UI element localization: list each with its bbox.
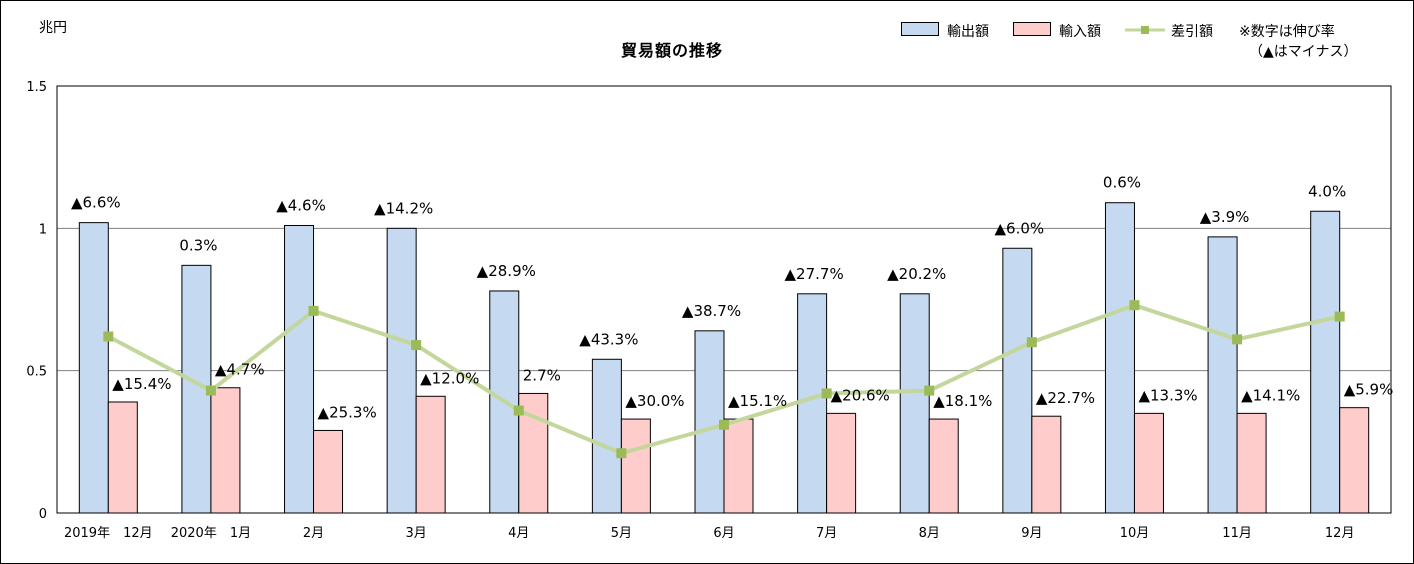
legend-note-growth: ※数字は伸び率 bbox=[1239, 24, 1335, 40]
bar-imports bbox=[313, 429, 344, 514]
data-label-imports: ▲22.7% bbox=[1036, 389, 1095, 407]
bar-imports bbox=[107, 401, 138, 514]
data-label-imports: ▲30.0% bbox=[625, 392, 684, 410]
data-label-exports: ▲43.3% bbox=[579, 330, 638, 348]
marker-balance bbox=[719, 419, 729, 430]
x-tick-label: 9月 bbox=[1021, 526, 1042, 541]
legend-label-balance: 差引額 bbox=[1171, 24, 1213, 40]
data-label-exports: ▲14.2% bbox=[374, 199, 433, 217]
legend-label-exports: 輸出額 bbox=[947, 24, 989, 40]
legend-label-imports: 輸入額 bbox=[1059, 24, 1101, 40]
data-label-imports: ▲4.7% bbox=[215, 361, 265, 379]
marker-balance bbox=[513, 405, 524, 416]
bar-imports bbox=[1031, 415, 1062, 514]
data-label-exports: 0.3% bbox=[179, 236, 217, 254]
y-unit-label: 兆円 bbox=[39, 20, 67, 36]
y-tick-label: 1 bbox=[39, 222, 47, 237]
marker-balance bbox=[103, 331, 114, 342]
data-label-imports: ▲12.0% bbox=[420, 369, 479, 387]
legend-swatch-imports bbox=[1013, 22, 1051, 36]
bar-exports bbox=[1002, 247, 1033, 514]
data-label-imports: ▲25.3% bbox=[318, 403, 377, 421]
x-tick-label: 5月 bbox=[611, 526, 632, 541]
bar-exports bbox=[899, 293, 930, 514]
data-label-exports: ▲38.7% bbox=[682, 302, 741, 320]
marker-balance bbox=[1026, 337, 1037, 348]
legend-note-minus: （▲はマイナス） bbox=[1249, 44, 1358, 60]
data-label-exports: 0.6% bbox=[1103, 174, 1141, 192]
data-label-exports: ▲27.7% bbox=[785, 265, 844, 283]
marker-balance bbox=[1129, 300, 1140, 311]
data-label-exports: ▲20.2% bbox=[887, 265, 946, 283]
x-tick-label: 2月 bbox=[303, 526, 324, 541]
bar-exports bbox=[797, 293, 828, 514]
data-label-imports: ▲5.9% bbox=[1344, 381, 1394, 399]
bar-imports bbox=[1133, 412, 1164, 514]
marker-balance bbox=[924, 385, 935, 396]
legend-swatch-balance bbox=[1125, 26, 1165, 34]
chart-title: 貿易額の推移 bbox=[621, 41, 724, 60]
y-tick-label: 0.5 bbox=[26, 365, 47, 380]
data-label-imports: ▲18.1% bbox=[933, 392, 992, 410]
x-tick-label: 12月 bbox=[1325, 526, 1355, 541]
bar-imports bbox=[620, 418, 651, 514]
bar-exports bbox=[78, 222, 109, 514]
marker-balance bbox=[821, 388, 832, 399]
marker-balance bbox=[1334, 311, 1345, 322]
bar-exports bbox=[284, 224, 315, 514]
bar-exports bbox=[386, 227, 417, 514]
x-tick-label: 2020年 1月 bbox=[171, 526, 251, 541]
x-tick-label: 10月 bbox=[1120, 526, 1150, 541]
bar-imports bbox=[928, 418, 959, 514]
bar-exports bbox=[591, 358, 622, 514]
data-label-imports: ▲15.4% bbox=[112, 375, 171, 393]
bar-imports bbox=[1339, 407, 1370, 514]
y-tick-label: 0 bbox=[39, 507, 47, 522]
marker-balance bbox=[308, 305, 319, 316]
bar-exports bbox=[1104, 202, 1135, 514]
marker-balance bbox=[411, 340, 422, 351]
x-tick-label: 2019年 12月 bbox=[64, 526, 153, 541]
bar-imports bbox=[415, 395, 446, 514]
data-label-exports: ▲4.6% bbox=[276, 196, 326, 214]
x-tick-label: 4月 bbox=[508, 526, 529, 541]
data-label-exports: 4.0% bbox=[1308, 182, 1346, 200]
data-label-imports: ▲13.3% bbox=[1138, 386, 1197, 404]
x-tick-label: 8月 bbox=[919, 526, 940, 541]
data-label-exports: ▲28.9% bbox=[477, 262, 536, 280]
data-label-exports: ▲6.6% bbox=[71, 194, 121, 212]
y-tick-label: 1.5 bbox=[26, 80, 47, 95]
data-label-imports: ▲20.6% bbox=[831, 386, 890, 404]
x-tick-label: 7月 bbox=[816, 526, 837, 541]
bar-exports bbox=[1310, 210, 1341, 514]
data-label-exports: ▲3.9% bbox=[1200, 208, 1250, 226]
bar-imports bbox=[210, 387, 241, 514]
data-label-imports: ▲14.1% bbox=[1241, 386, 1300, 404]
marker-balance bbox=[1232, 334, 1243, 345]
legend-swatch-exports bbox=[901, 22, 939, 36]
marker-balance bbox=[616, 448, 627, 459]
marker-balance bbox=[205, 385, 216, 396]
bar-imports bbox=[723, 418, 754, 514]
data-label-imports: ▲15.1% bbox=[728, 392, 787, 410]
bar-exports bbox=[1207, 236, 1238, 514]
bar-imports bbox=[1236, 412, 1267, 514]
x-tick-label: 3月 bbox=[406, 526, 427, 541]
x-tick-label: 11月 bbox=[1222, 526, 1252, 541]
data-label-exports: ▲6.0% bbox=[995, 219, 1045, 237]
data-label-imports: 2.7% bbox=[523, 366, 561, 384]
x-tick-label: 6月 bbox=[713, 526, 734, 541]
bar-imports bbox=[826, 412, 857, 514]
